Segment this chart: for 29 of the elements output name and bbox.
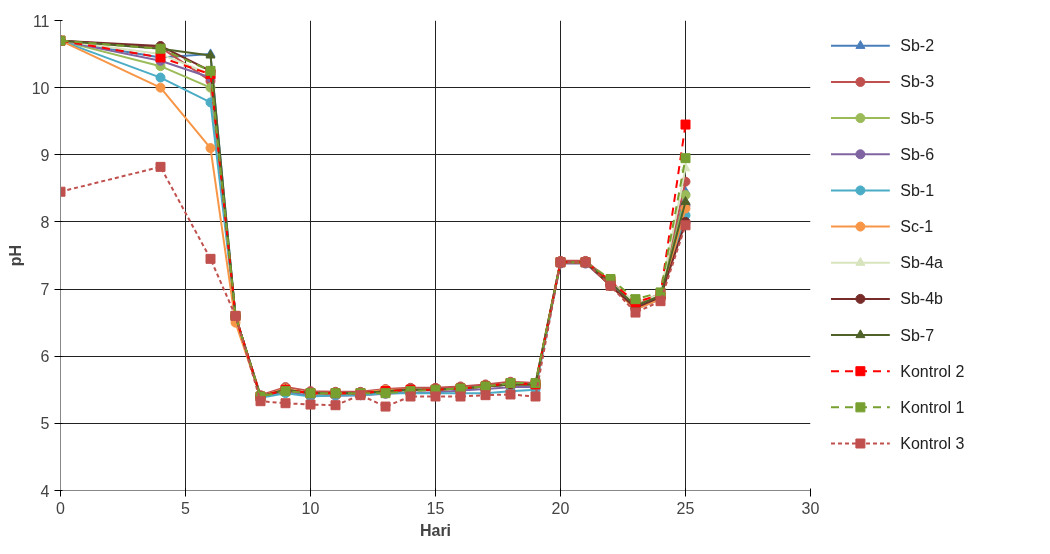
legend-label: Kontrol 3 xyxy=(900,435,965,452)
y-tick-label: 11 xyxy=(32,12,50,30)
x-tick-label: 15 xyxy=(426,499,445,517)
x-tick-label: 25 xyxy=(676,499,695,517)
legend-label: Sb-3 xyxy=(900,73,935,91)
y-tick-label: 7 xyxy=(40,281,50,299)
y-tick-label: 5 xyxy=(40,415,50,433)
legend-label: Sb-5 xyxy=(900,109,935,127)
legend-label: Sb-4a xyxy=(900,254,944,272)
legend-label: Sb-4b xyxy=(900,290,944,308)
x-tick-label: 5 xyxy=(181,499,191,517)
x-tick-label: 30 xyxy=(801,499,820,517)
y-tick-label: 6 xyxy=(40,348,50,366)
x-tick-label: 0 xyxy=(56,499,66,517)
legend-label: Sb-7 xyxy=(900,326,935,344)
legend-label: Kontrol 2 xyxy=(900,362,965,380)
x-tick-label: 20 xyxy=(551,499,570,517)
y-tick-label: 4 xyxy=(40,482,50,500)
legend-label: Sb-6 xyxy=(900,145,935,163)
y-tick-label: 8 xyxy=(40,213,50,231)
legend-label: Sb-2 xyxy=(900,37,935,55)
legend-label: Sb-1 xyxy=(900,181,935,199)
y-axis-title: pH xyxy=(6,244,24,267)
x-axis-title: Hari xyxy=(419,521,452,539)
y-tick-label: 10 xyxy=(31,79,50,97)
y-tick-label: 9 xyxy=(40,146,50,164)
legend-label: Sc-1 xyxy=(900,218,934,236)
legend-label: Kontrol 1 xyxy=(900,398,965,416)
x-tick-label: 10 xyxy=(301,499,320,517)
